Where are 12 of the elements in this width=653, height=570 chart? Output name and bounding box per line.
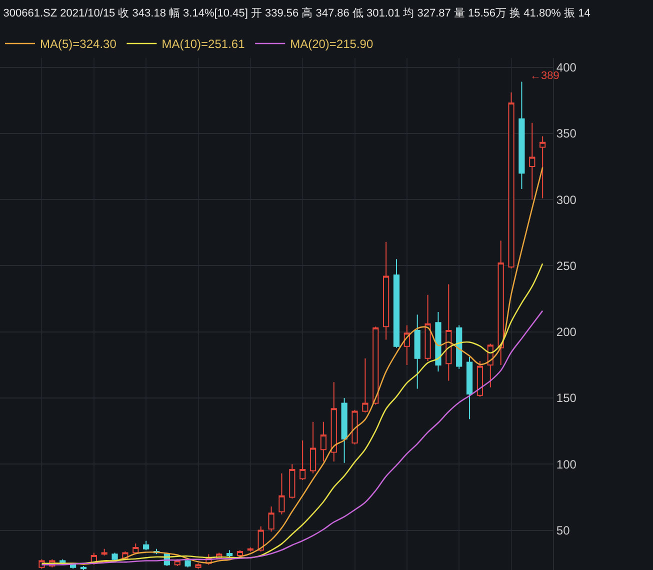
y-tick-label: 200 bbox=[556, 325, 577, 340]
legend-label: MA(20)=215.90 bbox=[290, 37, 374, 52]
chart-title: 300661.SZ 2021/10/15 收 343.18 幅 3.14%[10.45] 开 339.56 高 347.86 低 301.01 均 327.87 量 15.56万 换 41.80% 振 14 bbox=[3, 6, 590, 20]
y-tick-label: 350 bbox=[556, 126, 577, 141]
y-tick-label: 300 bbox=[556, 192, 577, 207]
y-tick-label: 250 bbox=[556, 258, 577, 273]
legend-label: MA(10)=251.61 bbox=[162, 37, 246, 52]
y-tick-label: 50 bbox=[556, 524, 570, 538]
legend-label: MA(5)=324.30 bbox=[40, 37, 117, 52]
y-tick-label: 150 bbox=[556, 391, 577, 406]
annotation: ←389 bbox=[530, 70, 560, 82]
y-tick-label: 100 bbox=[556, 457, 577, 472]
